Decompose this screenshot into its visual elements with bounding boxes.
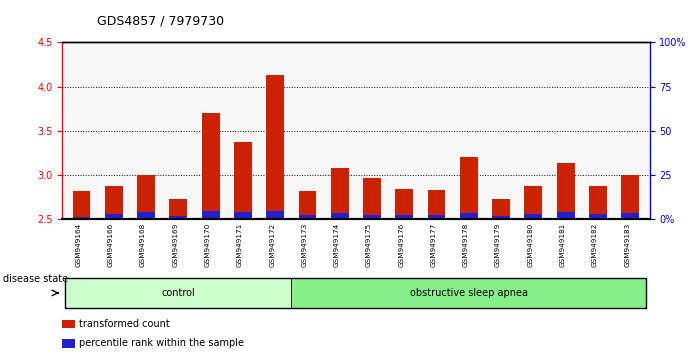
Text: GSM949183: GSM949183 — [624, 223, 630, 267]
Bar — [428, 190, 446, 219]
Bar — [395, 215, 413, 219]
Bar — [589, 214, 607, 219]
Text: GSM949174: GSM949174 — [334, 223, 340, 267]
Text: GSM949180: GSM949180 — [527, 223, 533, 267]
Bar — [331, 168, 348, 219]
Text: GSM949173: GSM949173 — [301, 223, 307, 267]
Text: GSM949178: GSM949178 — [463, 223, 468, 267]
Bar — [299, 215, 316, 219]
Bar — [169, 199, 187, 219]
Bar — [524, 214, 542, 219]
Bar — [266, 211, 284, 219]
Bar — [266, 75, 284, 219]
Text: GSM949175: GSM949175 — [366, 223, 372, 267]
Bar — [363, 215, 381, 219]
Bar — [589, 186, 607, 219]
Text: GSM949169: GSM949169 — [172, 223, 178, 267]
Bar — [492, 216, 510, 219]
Bar — [234, 212, 252, 219]
Text: GSM949177: GSM949177 — [430, 223, 437, 267]
Bar — [621, 213, 639, 219]
Bar — [621, 175, 639, 219]
Text: GSM949166: GSM949166 — [108, 223, 114, 267]
Bar — [202, 113, 220, 219]
Bar — [299, 191, 316, 219]
Text: control: control — [162, 288, 196, 298]
Text: GSM949182: GSM949182 — [592, 223, 598, 267]
Bar — [202, 211, 220, 219]
Text: GSM949168: GSM949168 — [140, 223, 146, 267]
Text: disease state: disease state — [3, 274, 68, 284]
Bar — [234, 142, 252, 219]
Bar — [73, 191, 91, 219]
Text: GSM949170: GSM949170 — [205, 223, 211, 267]
Bar — [169, 216, 187, 219]
Text: GSM949181: GSM949181 — [560, 223, 566, 267]
Text: transformed count: transformed count — [79, 319, 170, 329]
Bar — [492, 199, 510, 219]
Bar — [138, 212, 155, 219]
Bar — [105, 214, 123, 219]
Text: GSM949179: GSM949179 — [495, 223, 501, 267]
Bar — [460, 156, 477, 219]
Bar — [428, 215, 446, 219]
Text: GSM949176: GSM949176 — [398, 223, 404, 267]
Bar — [557, 212, 574, 219]
Bar — [105, 186, 123, 219]
Text: GDS4857 / 7979730: GDS4857 / 7979730 — [97, 14, 224, 27]
Text: GSM949164: GSM949164 — [75, 223, 82, 267]
Text: percentile rank within the sample: percentile rank within the sample — [79, 338, 245, 348]
Text: GSM949172: GSM949172 — [269, 223, 275, 267]
Bar — [73, 217, 91, 219]
Bar — [138, 175, 155, 219]
Bar — [557, 163, 574, 219]
Bar — [395, 189, 413, 219]
Text: obstructive sleep apnea: obstructive sleep apnea — [410, 288, 528, 298]
Bar — [460, 213, 477, 219]
Text: GSM949171: GSM949171 — [237, 223, 243, 267]
Bar — [363, 178, 381, 219]
Bar — [331, 213, 348, 219]
Bar — [524, 186, 542, 219]
